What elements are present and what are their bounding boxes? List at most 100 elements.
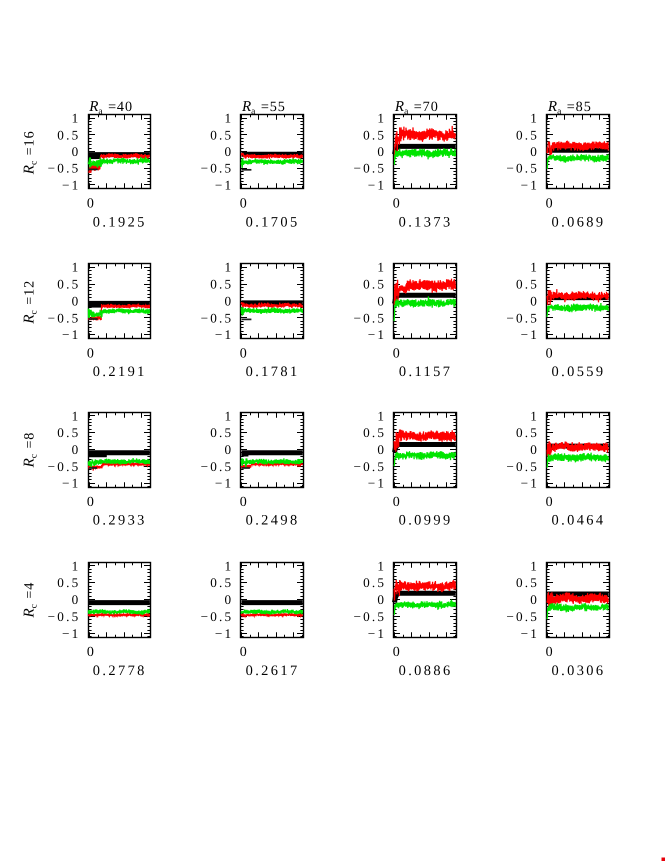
svg-text:−1: −1: [521, 476, 539, 491]
svg-text:1: 1: [530, 111, 539, 126]
svg-text:0: 0: [393, 495, 400, 510]
svg-text:Rc=16: Rc=16: [22, 130, 40, 175]
svg-text:0.5: 0.5: [516, 127, 539, 142]
svg-text:0: 0: [530, 442, 539, 457]
svg-text:−1: −1: [368, 327, 386, 342]
svg-text:−1: −1: [62, 626, 80, 641]
svg-text:0: 0: [72, 442, 81, 457]
svg-text:0.5: 0.5: [57, 127, 80, 142]
svg-text:0: 0: [87, 197, 94, 212]
svg-text:0: 0: [240, 197, 247, 212]
svg-text:0.0886: 0.0886: [399, 663, 453, 679]
svg-text:0.5: 0.5: [516, 575, 539, 590]
svg-text:0.5: 0.5: [516, 277, 539, 292]
svg-text:0: 0: [393, 346, 400, 361]
svg-text:0.0306: 0.0306: [552, 663, 606, 679]
svg-text:−0.5: −0.5: [506, 609, 539, 624]
svg-text:0.2778: 0.2778: [93, 663, 147, 679]
svg-text:Ra=85: Ra =85: [547, 99, 592, 117]
svg-text:0.1705: 0.1705: [246, 214, 300, 230]
svg-text:0.0999: 0.0999: [399, 513, 453, 529]
svg-text:1: 1: [225, 111, 234, 126]
svg-text:0: 0: [225, 293, 234, 308]
svg-text:1: 1: [225, 558, 234, 573]
svg-text:−1: −1: [62, 177, 80, 192]
svg-text:0: 0: [546, 645, 553, 660]
svg-text:0: 0: [546, 346, 553, 361]
svg-text:1: 1: [377, 558, 386, 573]
svg-text:−0.5: −0.5: [201, 609, 234, 624]
svg-text:0: 0: [225, 442, 234, 457]
svg-text:1: 1: [225, 408, 234, 423]
svg-text:−0.5: −0.5: [201, 161, 234, 176]
svg-text:0.2933: 0.2933: [93, 513, 147, 529]
svg-text:−0.5: −0.5: [201, 459, 234, 474]
svg-text:0.1781: 0.1781: [246, 364, 300, 380]
svg-text:−0.5: −0.5: [506, 310, 539, 325]
svg-text:1: 1: [225, 260, 234, 275]
svg-text:0.5: 0.5: [363, 575, 386, 590]
svg-text:0.5: 0.5: [57, 575, 80, 590]
svg-text:−0.5: −0.5: [48, 161, 81, 176]
svg-text:0: 0: [87, 645, 94, 660]
svg-text:0.5: 0.5: [210, 277, 233, 292]
svg-text:−0.5: −0.5: [353, 459, 386, 474]
svg-text:Rc=4: Rc=4: [22, 582, 40, 619]
svg-text:Ra=55: Ra =55: [241, 99, 286, 117]
svg-text:1: 1: [530, 408, 539, 423]
svg-text:0.5: 0.5: [57, 425, 80, 440]
svg-text:−1: −1: [521, 327, 539, 342]
svg-text:0.5: 0.5: [210, 127, 233, 142]
svg-text:−1: −1: [215, 177, 233, 192]
svg-text:0.5: 0.5: [210, 425, 233, 440]
svg-text:0: 0: [72, 144, 81, 159]
svg-text:0.1157: 0.1157: [399, 364, 452, 380]
svg-text:−0.5: −0.5: [506, 459, 539, 474]
svg-text:1: 1: [72, 558, 81, 573]
svg-text:0.5: 0.5: [363, 425, 386, 440]
svg-text:−0.5: −0.5: [353, 310, 386, 325]
svg-text:Rc=8: Rc=8: [22, 432, 40, 469]
svg-text:0.2191: 0.2191: [93, 364, 147, 380]
svg-text:0.5: 0.5: [57, 277, 80, 292]
svg-text:−1: −1: [368, 476, 386, 491]
svg-text:0: 0: [72, 293, 81, 308]
svg-text:−1: −1: [215, 327, 233, 342]
svg-text:−1: −1: [62, 476, 80, 491]
svg-text:1: 1: [377, 260, 386, 275]
svg-text:1: 1: [72, 111, 81, 126]
svg-text:0: 0: [72, 592, 81, 607]
svg-text:−1: −1: [521, 626, 539, 641]
svg-text:0: 0: [377, 144, 386, 159]
svg-text:0: 0: [530, 592, 539, 607]
svg-text:0: 0: [240, 645, 247, 660]
svg-text:0: 0: [225, 592, 234, 607]
svg-text:−1: −1: [215, 626, 233, 641]
svg-text:Ra=70: Ra =70: [394, 99, 439, 117]
svg-text:Rc=12: Rc=12: [22, 280, 40, 325]
svg-text:−1: −1: [215, 476, 233, 491]
svg-text:0: 0: [393, 197, 400, 212]
svg-text:−0.5: −0.5: [506, 161, 539, 176]
svg-text:0: 0: [377, 442, 386, 457]
svg-text:0: 0: [225, 144, 234, 159]
svg-text:−1: −1: [521, 177, 539, 192]
svg-text:1: 1: [72, 408, 81, 423]
svg-text:−1: −1: [368, 177, 386, 192]
svg-text:0: 0: [393, 645, 400, 660]
svg-text:0.0559: 0.0559: [552, 364, 606, 380]
svg-text:1: 1: [530, 558, 539, 573]
svg-text:0.2498: 0.2498: [246, 513, 300, 529]
svg-text:1: 1: [377, 111, 386, 126]
svg-text:1: 1: [530, 260, 539, 275]
svg-text:0: 0: [546, 197, 553, 212]
svg-text:0: 0: [87, 346, 94, 361]
svg-text:−0.5: −0.5: [201, 310, 234, 325]
svg-text:0: 0: [87, 495, 94, 510]
svg-text:0.1373: 0.1373: [399, 214, 453, 230]
svg-text:0.0689: 0.0689: [552, 214, 606, 230]
svg-text:1: 1: [377, 408, 386, 423]
svg-text:0: 0: [377, 293, 386, 308]
svg-text:0: 0: [377, 592, 386, 607]
svg-text:0.0464: 0.0464: [552, 513, 606, 529]
